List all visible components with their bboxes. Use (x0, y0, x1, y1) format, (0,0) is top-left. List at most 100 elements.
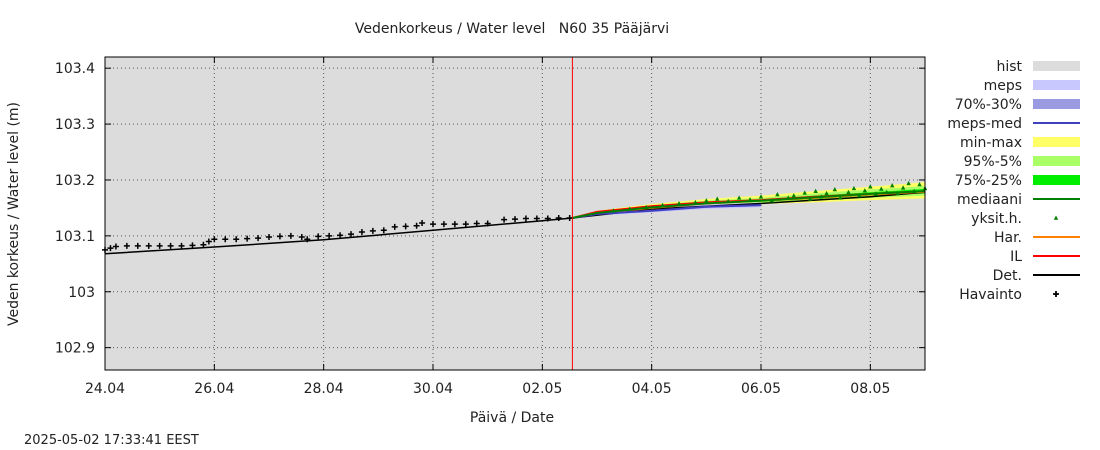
scatter-point (890, 183, 895, 188)
legend-label: Havainto (959, 287, 1022, 303)
legend-swatch (1053, 215, 1059, 220)
scatter-point (611, 208, 616, 213)
observation-point (337, 232, 344, 239)
observation-point (244, 235, 251, 242)
x-axis-ticks: 24.04 26.04 28.04 30.04 02.05 04.05 06.05 08.05 (85, 57, 890, 397)
observation-point (413, 222, 420, 229)
observation-point (402, 223, 409, 230)
observation-point (326, 232, 333, 239)
observation-point (544, 215, 551, 222)
legend-label: IL (1010, 249, 1022, 265)
plot-frame (104, 56, 926, 371)
observation-point (380, 227, 387, 234)
observation-point (533, 215, 540, 222)
observation-point (266, 233, 272, 240)
y-tick-label: 103.4 (55, 61, 95, 77)
scatter-point (868, 184, 873, 189)
scatter-point (775, 191, 780, 197)
x-tick-label: 30.04 (413, 381, 453, 397)
y-tick-label: 102.9 (55, 341, 95, 357)
scatter-point (715, 196, 720, 201)
legend-label: yksit.h. (971, 211, 1022, 227)
observation-point (222, 236, 229, 243)
scatter-point (693, 199, 698, 205)
legend-swatch (1033, 80, 1080, 90)
observation-point (512, 216, 518, 223)
observation-point (440, 221, 447, 228)
observation-point (205, 238, 212, 245)
series-line-det- (104, 191, 926, 255)
scatter-point (704, 198, 709, 203)
legend-swatch (1053, 291, 1059, 297)
series-line-mediaani (572, 190, 926, 219)
single-forecast-markers (611, 180, 928, 213)
y-tick-label: 103.1 (55, 229, 95, 245)
legend-label: min-max (960, 135, 1022, 151)
observation-point (391, 223, 398, 230)
observation-point (462, 221, 469, 228)
legend-swatch (1033, 175, 1080, 185)
scatter-point (758, 194, 764, 199)
scatter-point (802, 190, 807, 195)
scatter-point (857, 193, 862, 198)
scatter-point (644, 204, 649, 210)
scatter-point (747, 197, 753, 202)
observation-point (566, 214, 573, 221)
observation-point (473, 220, 480, 227)
scatter-point (832, 186, 837, 192)
series-lines (104, 190, 926, 255)
legend-label: 75%-25% (955, 173, 1022, 189)
scatter-point (736, 195, 742, 200)
observation-point (369, 227, 376, 234)
legend-swatch (1033, 156, 1080, 166)
scatter-point (676, 200, 682, 206)
scatter-point (900, 185, 906, 190)
observation-point (555, 214, 562, 221)
x-tick-label: 06.05 (741, 381, 781, 397)
legend-swatch (1033, 137, 1080, 147)
observation-point (134, 242, 141, 249)
plot-area (104, 56, 926, 371)
scatter-point (879, 186, 884, 191)
x-tick-label: 04.05 (632, 381, 672, 397)
legend-swatch (1033, 61, 1080, 71)
legend-label: Har. (994, 230, 1022, 246)
legend-label: meps-med (947, 116, 1022, 132)
scatter-point (862, 188, 868, 193)
observation-point (156, 242, 163, 249)
observation-point (189, 242, 196, 249)
observation-point (501, 216, 508, 223)
x-tick-label: 28.04 (304, 381, 344, 397)
x-tick-label: 24.04 (85, 381, 125, 397)
scatter-point (911, 188, 917, 193)
y-tick-label: 103.3 (55, 117, 95, 133)
x-tick-label: 08.05 (850, 381, 890, 397)
observation-point (430, 221, 436, 228)
legend-label: 70%-30% (955, 97, 1022, 113)
y-tick-label: 103.2 (55, 173, 95, 189)
scatter-point (627, 206, 632, 211)
y-tick-label: 103 (68, 285, 95, 301)
legend-label: hist (996, 59, 1022, 75)
scatter-point (786, 195, 791, 200)
observation-point (419, 220, 426, 227)
scatter-point (838, 195, 843, 200)
observation-point (484, 220, 491, 227)
legend-label: mediaani (957, 192, 1022, 208)
scatter-point (906, 180, 911, 186)
observation-markers (102, 214, 573, 253)
x-axis-label: Päivä / Date (470, 410, 554, 426)
scatter-point (851, 185, 857, 191)
scatter-point (660, 202, 665, 207)
scatter-point (813, 188, 818, 193)
x-tick-label: 26.04 (194, 381, 234, 397)
legend-label: Det. (993, 268, 1022, 284)
timestamp: 2025-05-02 17:33:41 EEST (24, 433, 199, 448)
observation-point (200, 241, 207, 248)
observation-point (276, 233, 283, 240)
scatter-point (884, 189, 889, 195)
legend-label: meps (984, 78, 1022, 94)
scatter-point (917, 181, 922, 187)
scatter-point (769, 198, 775, 203)
